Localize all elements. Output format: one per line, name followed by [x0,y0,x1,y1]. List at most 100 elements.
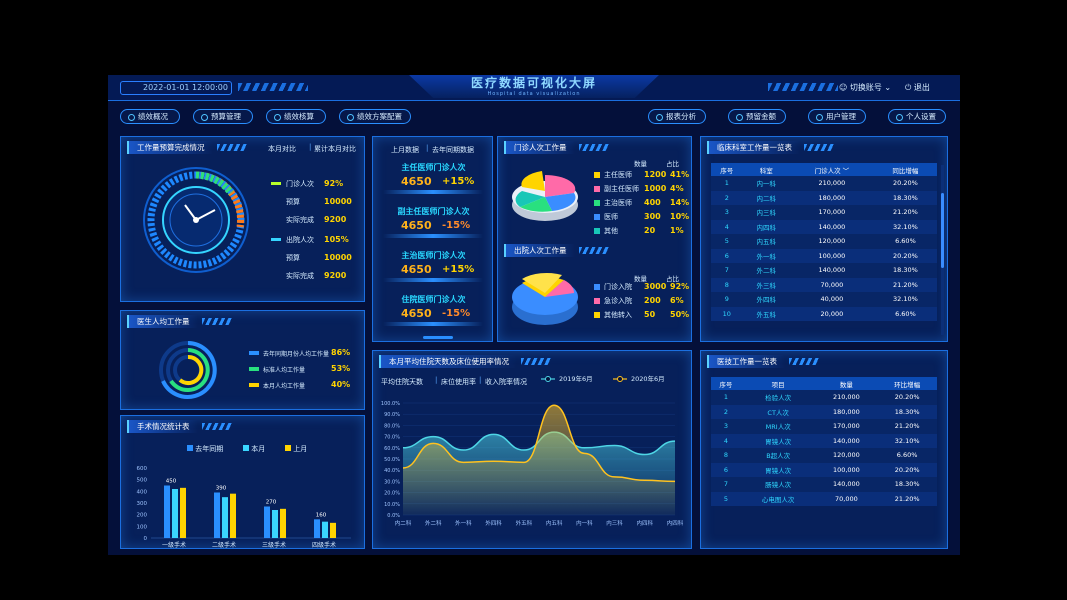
column-header[interactable]: 门诊人次 ﹀ [789,163,874,176]
table-row[interactable]: 10 外五科 20,000 6.60% [711,306,937,321]
pager-indicator[interactable] [423,336,453,339]
stat-value: 10000 [324,197,352,206]
metric-value: 4650 [401,219,432,232]
scrollbar-thumb[interactable] [941,193,944,268]
table-row[interactable]: 6 外一科 100,000 20.20% [711,248,937,263]
tab-avg-days[interactable]: 平均住院天数 [381,378,423,386]
header-decoration [238,83,308,91]
table-cell: 胃镜人次 [740,433,816,448]
metric-underline [383,234,483,238]
chevron-down-icon: ⌄ [881,83,892,92]
bar [280,508,286,538]
table-cell: 1 [711,390,741,405]
hospital-stay-panel: 本月平均住院天数及床位使用率情况 平均住院天数 | 床位使用率 | 收入院率情况… [372,350,692,549]
table-cell: B超人次 [740,448,816,463]
table-row[interactable]: 5 心电图人次 70,000 21.20% [711,491,937,506]
power-icon: ⏻ [905,83,914,92]
tab-cumulative[interactable]: 累计本月对比 [314,145,356,153]
y-tick-label: 300 [137,501,148,507]
table-cell: 外三科 [742,277,790,292]
legend-marker [594,200,600,206]
table-cell: 2 [711,190,743,205]
legend-label: 急诊入院 [604,297,632,305]
column-header[interactable]: 数量 [815,377,878,390]
table-row[interactable]: 3 内三科 170,000 21.20% [711,205,937,220]
y-tick-label: 100.0% [381,401,400,407]
stat-value: 9200 [324,271,347,280]
tab-bed-usage[interactable]: 床位使用率 [441,378,476,386]
column-header[interactable]: 科室 [742,163,790,176]
ring-chart [159,341,217,399]
nav-perf-overview[interactable]: 绩效概况 [120,109,180,124]
table-row[interactable]: 2 内二科 180,000 18.30% [711,190,937,205]
nav-reserve[interactable]: 预留金额 [728,109,786,124]
nav-users[interactable]: 用户管理 [808,109,866,124]
legend-number: 200 [644,296,661,305]
switch-account-button[interactable]: ☺ 切换账号 ⌄ [839,83,892,92]
legend-marker [249,367,259,371]
table-cell: 6.60% [873,234,937,249]
data-label: 160 [316,512,327,518]
top-header: 2022-01-01 12:00:00 医疗数据可视化大屏 Hospital d… [108,75,960,101]
stat-value: 10000 [324,253,352,262]
table-cell: 21.20% [873,277,937,292]
legend-item: 上月 [285,444,307,454]
table-row[interactable]: 8 外三科 70,000 21.20% [711,277,937,292]
table-cell: 120,000 [789,234,874,249]
nav-budget[interactable]: 预算管理 [193,109,253,124]
table-row[interactable]: 7 外二科 140,000 18.30% [711,263,937,278]
column-header[interactable]: 序号 [711,163,743,176]
nav-perf-calc[interactable]: 绩效核算 [266,109,326,124]
table-cell: 7 [711,263,743,278]
dashboard-screen: 2022-01-01 12:00:00 医疗数据可视化大屏 Hospital d… [108,75,960,555]
metric-value: 4650 [401,307,432,320]
legend-item: 去年同期 [187,444,223,454]
metric-rate: -15% [442,308,471,319]
table-row[interactable]: 5 内五科 120,000 6.60% [711,234,937,249]
column-header[interactable]: 同比增幅 [873,163,937,176]
tab-last-month[interactable]: 上月数据 [391,146,419,154]
legend-number: 1000 [644,184,667,193]
table-row[interactable]: 6 胃镜人次 100,000 20.20% [711,462,937,477]
panel-title: 本月平均住院天数及床位使用率情况 [379,355,551,368]
metric-rate: -15% [442,220,471,231]
nav-reports[interactable]: 报表分析 [648,109,706,124]
tab-last-year[interactable]: 去年同期数据 [432,146,474,154]
table-cell: 20.20% [877,390,937,405]
y-tick-label: 70.0% [384,435,400,441]
table-cell: 100,000 [815,462,878,477]
legend-marker [249,351,259,355]
panel-title: 医技工作量一览表 [707,355,819,368]
x-tick-label: 外四科 [485,519,502,527]
column-header[interactable]: 序号 [711,377,741,390]
table-row[interactable]: 3 MRI人次 170,000 21.20% [711,419,937,434]
column-header[interactable]: 项目 [740,377,816,390]
table-cell: 5 [711,491,741,506]
legend-marker [271,182,281,185]
scrollbar[interactable] [941,165,944,335]
table-row[interactable]: 4 胃镜人次 140,000 32.10% [711,433,937,448]
legend-marker [545,376,551,382]
nav-perf-config[interactable]: 绩效方案配置 [339,109,411,124]
table-row[interactable]: 2 CT人次 180,000 18.30% [711,404,937,419]
data-label: 270 [266,500,277,506]
table-row[interactable]: 1 检验人次 210,000 20.20% [711,390,937,405]
legend-marker [594,214,600,220]
y-tick-label: 0.0% [387,513,400,519]
table-row[interactable]: 8 B超人次 120,000 6.60% [711,448,937,463]
column-header[interactable]: 环比增幅 [877,377,937,390]
tab-admission[interactable]: 收入院率情况 [485,378,527,386]
table-row[interactable]: 1 内一科 210,000 20.20% [711,176,937,191]
nav-personal[interactable]: 个人设置 [888,109,946,124]
table-cell: 8 [711,277,743,292]
dept-table: 序号 科室 门诊人次 ﹀ 同比增幅 1 内一科 210,000 20.20% 2 内二科 180,0… [711,163,937,321]
metric-underline [383,278,483,282]
tab-month[interactable]: 本月对比 [268,145,296,153]
table-cell: 140,000 [815,433,878,448]
logout-button[interactable]: ⏻ 退出 [905,83,930,92]
table-row[interactable]: 7 肠镜人次 140,000 18.30% [711,477,937,492]
gauge-clock-icon [143,167,249,273]
table-row[interactable]: 9 外四科 40,000 32.10% [711,292,937,307]
table-cell: 32.10% [873,219,937,234]
table-row[interactable]: 4 内四科 140,000 32.10% [711,219,937,234]
